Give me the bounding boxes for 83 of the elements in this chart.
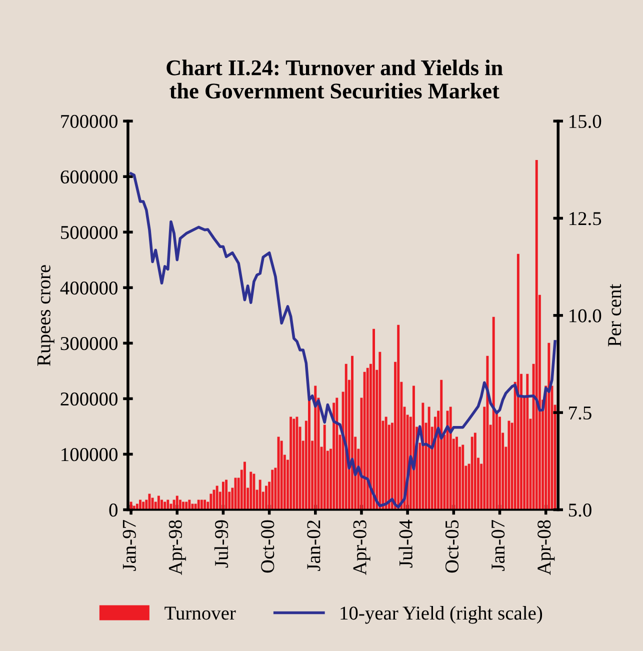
y-tick-label: 300000 (60, 336, 118, 350)
y-tick-label: 700000 (61, 114, 118, 128)
bar (139, 500, 142, 510)
bar (280, 440, 283, 510)
bar (197, 500, 200, 510)
bar (526, 374, 529, 510)
y2-tick-label: 5.0 (568, 504, 592, 517)
bar (314, 386, 317, 510)
bar (204, 500, 206, 510)
bar (225, 480, 228, 510)
y-tick-label: 200000 (60, 392, 118, 406)
y-tick-label: 400000 (60, 281, 118, 295)
bar (292, 418, 296, 510)
bar (516, 254, 520, 510)
bar (372, 328, 375, 510)
bar (160, 500, 163, 510)
bar (535, 160, 538, 510)
bar (492, 316, 495, 510)
bar (366, 368, 369, 510)
y-tick-label: 0 (109, 504, 118, 517)
x-tick-label: Jan-02 (307, 520, 320, 571)
bar (271, 470, 274, 510)
y2-tick-label: 15.0 (570, 114, 602, 128)
y-tick-label: 500000 (61, 226, 118, 240)
bar (200, 500, 203, 510)
bar (252, 474, 256, 510)
bar (456, 436, 458, 510)
x-tick-label: Jul-99 (214, 520, 228, 568)
bar (243, 462, 246, 510)
bar (384, 416, 388, 510)
x-tick-label: Jan-07 (491, 520, 505, 571)
bar (157, 496, 160, 510)
legend-label: 10-year Yield (right scale) (340, 606, 542, 624)
bar (148, 494, 151, 510)
bar (176, 496, 178, 510)
bar (172, 500, 176, 510)
bar (498, 416, 501, 510)
bar (474, 432, 476, 510)
bar (508, 420, 510, 510)
bar (363, 372, 366, 510)
y2-tick-label: 10.0 (570, 309, 602, 322)
bar (397, 324, 400, 510)
bar (449, 406, 452, 510)
bar (250, 472, 252, 510)
y2-tick-label: 12.5 (570, 212, 602, 226)
bar (462, 444, 464, 510)
x-tick-label: Apr-98 (168, 520, 186, 576)
bar (428, 406, 430, 510)
x-tick-label: Jul-04 (398, 520, 412, 568)
bar (470, 436, 474, 510)
x-tick-label: Apr-08 (538, 520, 555, 576)
bar (222, 482, 224, 510)
x-tick-label: Oct-00 (261, 520, 274, 573)
bar (258, 480, 262, 510)
y-axis-title: Rupees crore (37, 265, 54, 366)
bar (188, 500, 191, 510)
x-tick-label: Jan-97 (122, 520, 136, 571)
bar (264, 486, 268, 510)
y-tick-label: 100000 (62, 448, 118, 462)
bar (440, 380, 443, 510)
y-tick-label: 600000 (60, 170, 118, 184)
bar (210, 494, 212, 510)
bar (323, 424, 326, 510)
bar (290, 416, 292, 510)
bar (216, 486, 218, 510)
chart-title: Chart II.24: Turnover and Yields in the Government Securities Market (166, 60, 503, 99)
line-series (130, 172, 556, 508)
bar (166, 500, 170, 510)
bar (351, 356, 354, 510)
bar (336, 398, 338, 510)
bar (151, 498, 154, 510)
bar (486, 356, 489, 510)
y2-axis-title: Per cent (608, 284, 622, 346)
bar (178, 500, 182, 510)
bar (308, 400, 310, 510)
x-tick-label: Oct-05 (445, 520, 459, 573)
bar (548, 342, 550, 510)
bar (422, 402, 424, 510)
bar (378, 352, 382, 510)
y2-tick-label: 7.5 (569, 406, 592, 420)
legend-label: Turnover (164, 606, 236, 620)
x-tick-label: Apr-03 (353, 520, 370, 576)
bar (296, 416, 298, 510)
